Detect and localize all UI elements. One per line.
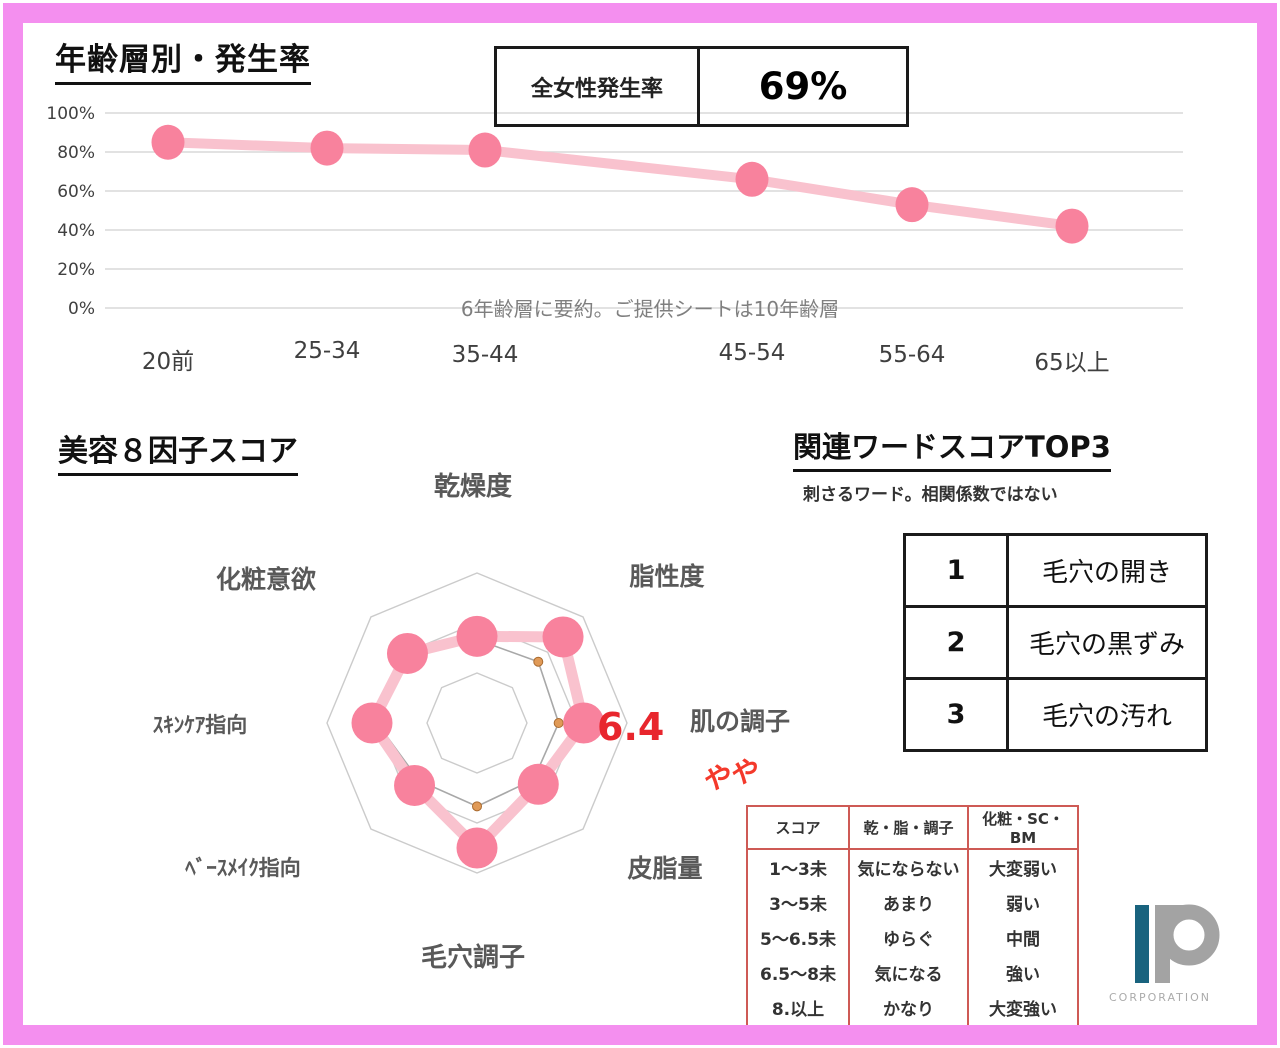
legend-cell: 大変弱い	[967, 849, 1079, 885]
rate-box-label: 全女性発生率	[497, 49, 700, 124]
logo-mark	[1135, 904, 1220, 983]
overall-rate-box: 全女性発生率 69%	[494, 46, 909, 127]
score-point	[542, 616, 584, 658]
x-category-label: 45-54	[719, 340, 786, 366]
y-axis-tick: 0%	[68, 299, 95, 319]
radar-axis-label: 化粧意欲	[216, 565, 316, 594]
company-logo: CORPORATION	[1095, 893, 1225, 1004]
word-cell: 毛穴の開き	[1006, 533, 1208, 608]
word-cell: 毛穴の汚れ	[1006, 677, 1208, 752]
radar-chart-title-text: 美容８因子スコア	[58, 426, 298, 476]
legend-row: 6.5〜8未 気になる 強い	[746, 955, 1079, 990]
top3-row: 2 毛穴の黒ずみ	[903, 605, 1208, 680]
rank-cell: 2	[903, 605, 1009, 680]
line-chart-title: 年齢層別・発生率	[55, 34, 311, 85]
legend-row: 1〜3未 気にならない 大変弱い	[746, 849, 1079, 885]
data-point	[895, 187, 929, 223]
legend-header-cell: 乾・脂・調子	[848, 805, 969, 850]
legend-header-cell: 化粧・SC・BM	[967, 805, 1079, 850]
x-category-label: 20前	[142, 349, 194, 375]
logo-caption: CORPORATION	[1109, 991, 1211, 1004]
radar-axis-label: 毛穴調子	[421, 942, 525, 973]
chart-note: 6年齢層に要約。ご提供シートは10年齢層	[461, 297, 839, 321]
score-point	[517, 763, 559, 805]
score-point	[456, 615, 498, 657]
benchmark-point	[533, 656, 544, 667]
rank-cell: 1	[903, 533, 1009, 608]
trend-line	[167, 137, 1073, 232]
radar-axis-label: ﾍﾞｰｽﾒｲｸ指向	[184, 856, 301, 880]
score-point	[386, 632, 428, 674]
top3-table: 1 毛穴の開き 2 毛穴の黒ずみ 3 毛穴の汚れ	[903, 533, 1208, 752]
y-axis-tick: 40%	[57, 221, 95, 241]
legend-cell: かなり	[848, 990, 969, 1026]
y-axis-tick: 60%	[57, 182, 95, 202]
rank-cell: 3	[903, 677, 1009, 752]
radar-axis-label: ｽｷﾝｹｱ指向	[153, 713, 248, 737]
legend-cell: 大変強い	[967, 990, 1079, 1026]
legend-cell: 3〜5未	[746, 885, 850, 920]
radar-axis-label: 皮脂量	[627, 854, 702, 883]
line-chart-title-text: 年齢層別・発生率	[55, 34, 311, 85]
x-category-label: 55-64	[879, 342, 946, 368]
score-point	[394, 764, 436, 806]
radar-note-handwritten: やや	[698, 753, 762, 797]
benchmark-point	[553, 718, 564, 728]
radar-axis-label: 肌の調子	[690, 707, 790, 736]
legend-cell: 弱い	[967, 885, 1079, 920]
data-point	[735, 161, 769, 197]
data-point	[1055, 208, 1089, 244]
legend-cell: 8.以上	[746, 990, 850, 1026]
radar-chart-title: 美容８因子スコア	[58, 426, 298, 476]
x-category-label: 65以上	[1034, 350, 1109, 376]
y-axis-tick: 20%	[57, 260, 95, 280]
x-category-label: 35-44	[452, 342, 519, 368]
top3-title-text: 関連ワードスコアTOP3	[793, 424, 1111, 472]
y-axis-tick: 80%	[57, 143, 95, 163]
legend-cell: 6.5〜8未	[746, 955, 850, 990]
radar-grid-ring	[426, 672, 528, 774]
top3-subtitle: 刺さるワード。相関係数ではない	[803, 485, 1058, 505]
score-point	[351, 702, 393, 744]
top3-row: 3 毛穴の汚れ	[903, 677, 1208, 752]
legend-row: 8.以上 かなり 大変強い	[746, 990, 1079, 1026]
legend-cell: ゆらぐ	[848, 920, 969, 955]
radar-axis-label: 脂性度	[629, 562, 704, 591]
radar-grid-ring	[326, 572, 628, 874]
top3-row: 1 毛穴の開き	[903, 533, 1208, 608]
legend-cell: 気にならない	[848, 849, 969, 885]
rate-box-value: 69%	[758, 65, 848, 108]
legend-row: 3〜5未 あまり 弱い	[746, 885, 1079, 920]
legend-cell: 5〜6.5未	[746, 920, 850, 955]
x-category-label: 25-34	[294, 338, 361, 364]
score-point	[456, 827, 498, 869]
y-axis-tick: 100%	[46, 104, 95, 124]
top3-title: 関連ワードスコアTOP3	[793, 424, 1111, 472]
legend-cell: 中間	[967, 920, 1079, 955]
logo-i-bar	[1135, 905, 1149, 983]
data-point	[310, 130, 344, 166]
age-line-chart: 0% 20% 40% 60% 80% 100% 20前 25-34 35-44 45-54 55-6…	[46, 104, 1183, 376]
data-point	[151, 124, 185, 160]
legend-cell: 気になる	[848, 955, 969, 990]
radar-score-callout: 6.4	[597, 705, 664, 749]
benchmark-point	[472, 801, 482, 812]
score-legend-table: スコア 乾・脂・調子 化粧・SC・BM 1〜3未 気にならない 大変弱い 3〜5未 あまり弱…	[746, 805, 1079, 1027]
logo-p-bowl	[1158, 904, 1220, 966]
legend-cell: 1〜3未	[746, 849, 850, 885]
data-point	[468, 132, 502, 168]
legend-cell: あまり	[848, 885, 969, 920]
legend-cell: 強い	[967, 955, 1079, 990]
word-cell: 毛穴の黒ずみ	[1006, 605, 1208, 680]
legend-row: 5〜6.5未 ゆらぐ 中間	[746, 920, 1079, 955]
legend-header-row: スコア 乾・脂・調子 化粧・SC・BM	[746, 805, 1079, 850]
legend-header-cell: スコア	[746, 805, 850, 850]
score-point	[563, 702, 605, 744]
radar-axis-label: 乾燥度	[434, 471, 512, 502]
